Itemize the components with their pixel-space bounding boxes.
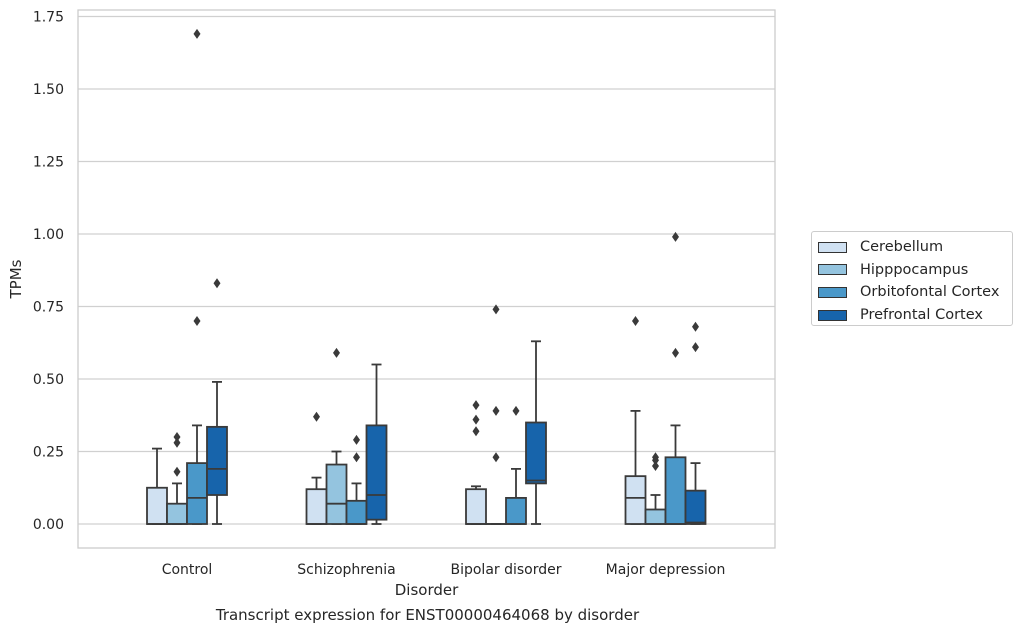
outlier-point	[472, 400, 480, 411]
legend-item: Orbitofontal Cortex	[818, 281, 1012, 304]
outlier-point	[632, 316, 639, 326]
chart-caption: Transcript expression for ENST0000046406…	[215, 606, 640, 624]
box-orbitofontal-cortex	[186, 28, 208, 525]
legend-swatch	[818, 241, 847, 253]
y-axis-title: TPMs	[7, 259, 25, 299]
box-iqr	[146, 486, 168, 525]
gridlines	[78, 15, 775, 525]
box-orbitofontal-cortex	[345, 434, 368, 525]
box-iqr	[684, 489, 707, 525]
outlier-point	[492, 405, 500, 416]
outlier-point	[173, 437, 181, 448]
box-orbitofontal-cortex	[505, 405, 527, 525]
box-prefrontal-cortex	[365, 363, 388, 525]
box-iqr	[345, 499, 368, 525]
box-iqr	[365, 424, 388, 521]
box-iqr	[206, 425, 228, 496]
box-prefrontal-cortex	[206, 278, 228, 525]
y-tick-label: 0.00	[33, 517, 64, 533]
box-iqr	[325, 463, 348, 525]
outlier-point	[492, 452, 500, 463]
box-cerebellum	[146, 447, 168, 525]
box-iqr	[305, 488, 328, 525]
legend-label: Orbitofontal Cortex	[860, 284, 1000, 301]
box-hipppocampus	[485, 304, 507, 525]
x-tick-label: Control	[162, 562, 213, 578]
box-iqr	[166, 502, 188, 525]
y-tick-label: 0.75	[33, 300, 64, 316]
outlier-point	[193, 28, 201, 39]
box-prefrontal-cortex	[684, 321, 707, 525]
outlier-point	[692, 321, 699, 332]
outlier-point	[472, 426, 480, 437]
x-axis-ticks: Control Schizophrenia Bipolar disorder Majo…	[162, 562, 726, 578]
box-orbitofontal-cortex	[664, 231, 687, 525]
box-layer	[146, 28, 707, 525]
outlier-point	[672, 347, 679, 358]
legend-swatch	[818, 264, 847, 276]
box-prefrontal-cortex	[525, 340, 547, 525]
outlier-point	[512, 405, 520, 416]
y-tick-label: 0.50	[33, 372, 64, 388]
x-tick-label: Major depression	[606, 562, 726, 578]
legend: Cerebellum Hipppocampus Orbitofontal Corte…	[811, 231, 1013, 326]
x-tick-label: Bipolar disorder	[450, 562, 561, 578]
box-hipppocampus	[325, 347, 348, 525]
box-cerebellum	[624, 316, 647, 525]
legend-label: Hipppocampus	[860, 261, 969, 278]
legend-item: Prefrontal Cortex	[818, 304, 1012, 327]
y-axis-ticks: 0.00 0.25 0.50 0.75 1.00 1.25 1.50 1.75	[33, 10, 64, 534]
legend-swatch	[818, 286, 847, 298]
legend-swatch	[818, 309, 847, 321]
outlier-point	[333, 347, 340, 358]
outlier-point	[313, 411, 320, 422]
outlier-point	[472, 414, 480, 425]
box-hipppocampus	[166, 432, 188, 525]
y-tick-label: 1.75	[33, 10, 64, 26]
y-tick-label: 1.25	[33, 155, 64, 171]
x-axis-title: Disorder	[395, 581, 459, 599]
outlier-point	[672, 231, 679, 242]
box-iqr	[664, 456, 687, 525]
legend-label: Prefrontal Cortex	[860, 307, 983, 324]
y-tick-label: 0.25	[33, 445, 64, 461]
outlier-point	[353, 434, 360, 445]
box-hipppocampus	[644, 452, 667, 525]
y-tick-label: 1.50	[33, 82, 64, 98]
box-iqr	[624, 475, 647, 525]
outlier-point	[173, 432, 181, 442]
outlier-point	[652, 452, 659, 463]
box-iqr	[465, 488, 487, 525]
outlier-point	[193, 316, 201, 326]
x-tick-label: Schizophrenia	[297, 562, 395, 578]
outlier-point	[652, 461, 659, 471]
box-iqr	[186, 462, 208, 525]
legend-item: Hipppocampus	[818, 259, 1012, 282]
box-cerebellum	[465, 400, 487, 525]
legend-label: Cerebellum	[860, 239, 944, 256]
outlier-point	[213, 278, 221, 289]
legend-item: Cerebellum	[818, 236, 1012, 259]
outlier-point	[692, 342, 699, 353]
outlier-point	[492, 304, 500, 315]
outlier-point	[353, 452, 360, 463]
box-iqr	[525, 421, 547, 485]
box-iqr	[505, 496, 527, 525]
plot-area-frame	[77, 9, 776, 549]
outlier-point	[173, 466, 181, 477]
box-cerebellum	[305, 411, 328, 525]
y-tick-label: 1.00	[33, 227, 64, 243]
box-iqr	[644, 508, 667, 525]
